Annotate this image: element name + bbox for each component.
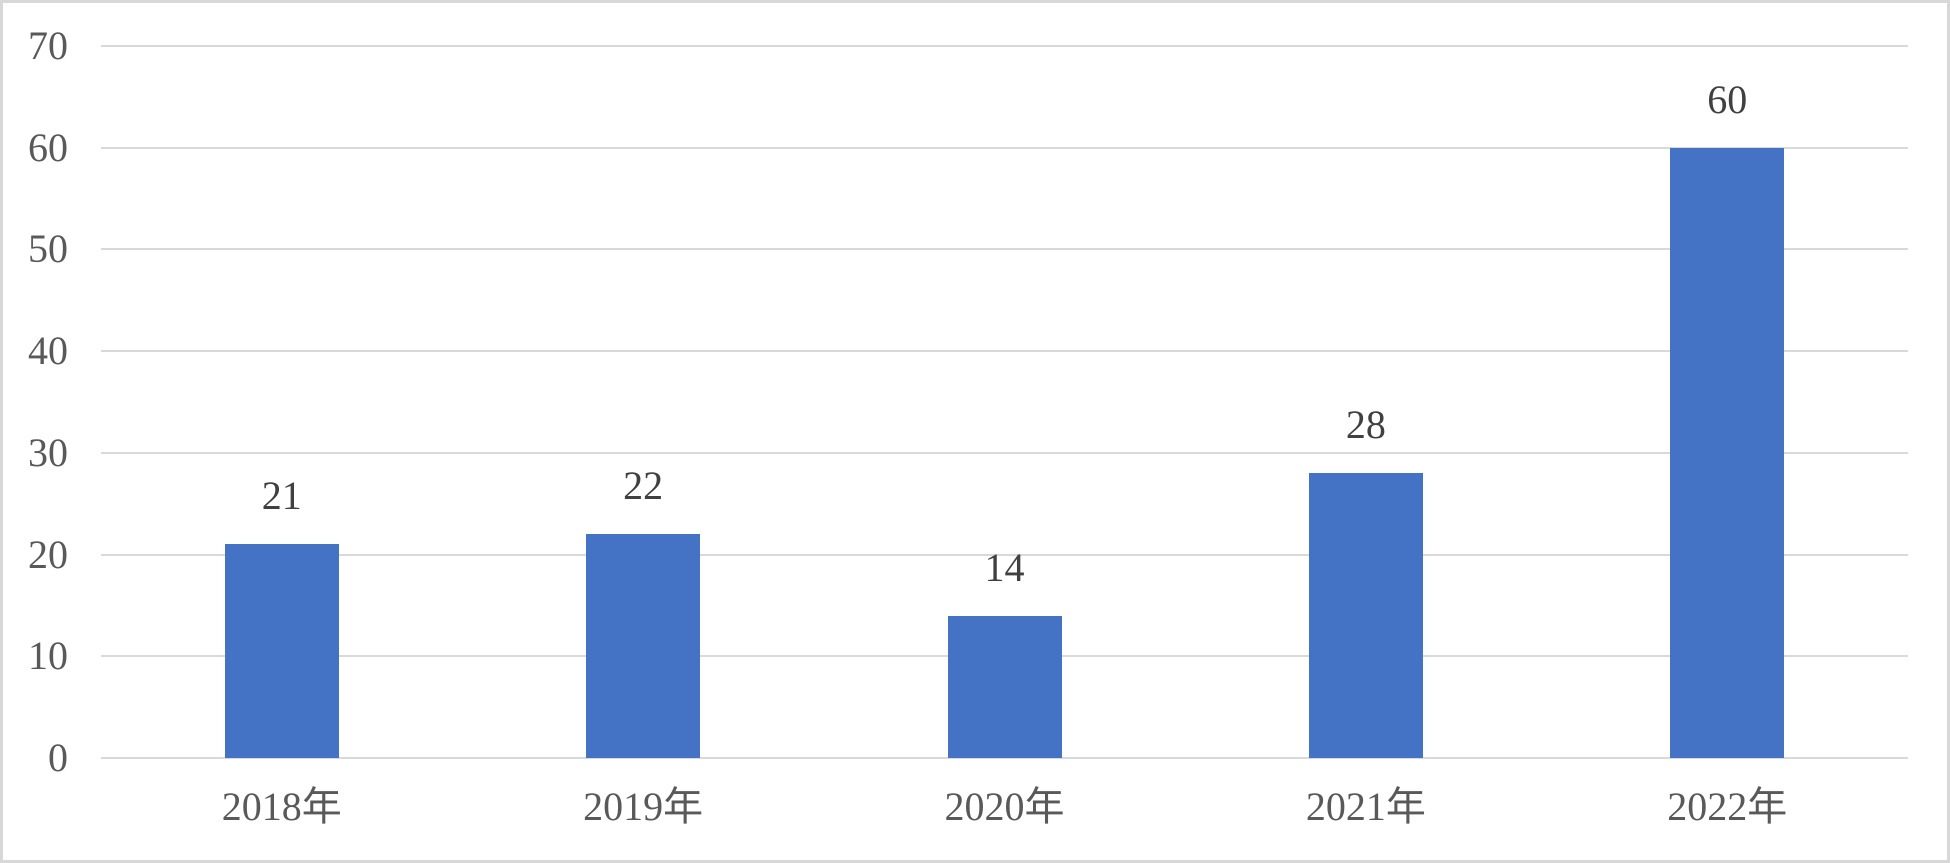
x-axis-category-label: 2018年: [221, 784, 342, 829]
gridline-y-70: [101, 45, 1908, 47]
y-axis-tick-label: 70: [28, 23, 68, 68]
gridline-y-0: [101, 757, 1908, 759]
x-axis-category-label: 2022年: [1667, 784, 1788, 829]
y-axis-tick-label: 30: [28, 429, 68, 475]
bar-data-label: 21: [261, 473, 302, 519]
gridline-y-40: [101, 350, 1908, 353]
y-axis-tick-label: 0: [48, 735, 68, 780]
gridline-y-30: [101, 451, 1908, 454]
gridline-y-20: [101, 553, 1908, 556]
bar-2021年: [1308, 473, 1423, 758]
bar-2020年: [947, 615, 1062, 758]
x-axis-category-label: 2020年: [944, 784, 1065, 829]
x-axis-category-label: 2019年: [583, 784, 704, 829]
y-axis-tick-label: 60: [28, 124, 68, 170]
bar-data-label: 14: [984, 544, 1025, 590]
bar-data-label: 22: [623, 463, 664, 509]
bar-data-label: 60: [1707, 76, 1748, 122]
x-axis-category-label: 2021年: [1305, 784, 1426, 829]
y-axis-tick-label: 20: [28, 531, 68, 577]
bar-2018年: [224, 544, 339, 758]
gridline-y-60: [101, 146, 1908, 149]
y-axis-tick-label: 50: [28, 226, 68, 272]
gridline-y-50: [101, 248, 1908, 251]
y-axis-tick-label: 40: [28, 328, 68, 374]
bar-2019年: [586, 534, 701, 758]
bar-2022年: [1670, 147, 1785, 758]
y-axis-tick-label: 10: [28, 633, 68, 679]
bar-data-label: 28: [1345, 402, 1386, 448]
